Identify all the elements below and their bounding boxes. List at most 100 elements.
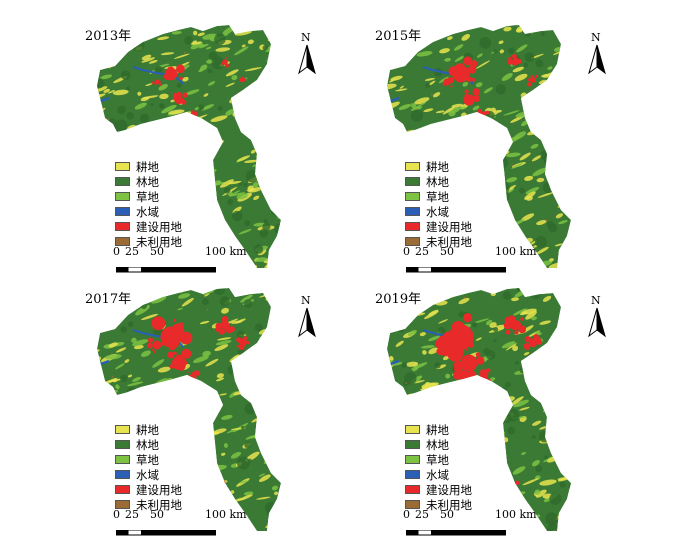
north-arrow-icon xyxy=(588,307,606,338)
scale-labels: 0 25 50 100 km xyxy=(113,508,247,521)
year-label: 2013年 xyxy=(85,29,132,44)
legend-item: 未利用地 xyxy=(115,234,182,249)
legend-item: 建设用地 xyxy=(405,482,472,497)
legend-label: 水域 xyxy=(136,467,159,482)
north-letter: N xyxy=(301,31,311,44)
legend-swatch xyxy=(405,440,420,449)
legend-label: 草地 xyxy=(136,452,159,467)
legend-label: 林地 xyxy=(426,437,449,452)
legend-swatch xyxy=(405,485,420,494)
scale-bar: 0 25 50 100 km xyxy=(403,245,537,277)
legend-swatch xyxy=(115,222,130,231)
scale-tick-label: 100 km xyxy=(205,245,247,258)
scale-bar-graphic xyxy=(115,266,217,273)
scale-tick-label: 100 km xyxy=(495,508,537,521)
legend-label: 未利用地 xyxy=(426,497,472,512)
legend-label: 耕地 xyxy=(136,159,159,174)
scale-tick-label: 0 xyxy=(403,508,410,521)
land-use-map xyxy=(387,288,571,531)
legend-label: 耕地 xyxy=(426,159,449,174)
legend-item: 草地 xyxy=(115,452,182,467)
scale-bar: 0 25 50 100 km xyxy=(113,245,247,277)
map-panel-1: 2013年 N 耕地 林地 草地 水域 建设用地 未利用地 0 25 50 100 km xyxy=(85,25,385,275)
scale-bar: 0 25 50 100 km xyxy=(113,508,247,540)
legend: 耕地 林地 草地 水域 建设用地 未利用地 xyxy=(405,159,472,249)
legend-label: 水域 xyxy=(136,204,159,219)
legend-item: 未利用地 xyxy=(405,234,472,249)
legend: 耕地 林地 草地 水域 建设用地 未利用地 xyxy=(405,422,472,512)
legend-swatch xyxy=(115,162,130,171)
legend-swatch xyxy=(405,470,420,479)
legend-label: 水域 xyxy=(426,467,449,482)
legend-swatch xyxy=(115,207,130,216)
north-letter: N xyxy=(301,294,311,307)
legend-label: 未利用地 xyxy=(136,234,182,249)
legend-swatch xyxy=(405,500,420,509)
legend-item: 耕地 xyxy=(115,422,182,437)
scale-tick-label: 50 xyxy=(440,508,454,521)
legend-swatch xyxy=(115,237,130,246)
legend-swatch xyxy=(115,440,130,449)
scale-tick-label: 50 xyxy=(150,508,164,521)
legend-item: 草地 xyxy=(115,189,182,204)
legend-label: 草地 xyxy=(426,452,449,467)
north-letter: N xyxy=(591,294,601,307)
legend-label: 草地 xyxy=(426,189,449,204)
north-arrow-icon xyxy=(298,307,316,338)
scale-bar-graphic xyxy=(405,266,507,273)
scale-tick-label: 25 xyxy=(125,245,139,258)
scale-tick-label: 25 xyxy=(415,508,429,521)
legend-item: 未利用地 xyxy=(115,497,182,512)
legend-label: 建设用地 xyxy=(136,219,182,234)
legend-item: 水域 xyxy=(405,204,472,219)
legend-swatch xyxy=(405,177,420,186)
legend-swatch xyxy=(115,485,130,494)
legend-swatch xyxy=(405,192,420,201)
year-label: 2015年 xyxy=(375,29,422,44)
map-panel-4: 2019年 N 耕地 林地 草地 水域 建设用地 未利用地 0 25 50 100 km xyxy=(375,288,675,538)
scale-tick-label: 100 km xyxy=(495,245,537,258)
legend-swatch xyxy=(405,222,420,231)
scale-tick-label: 25 xyxy=(125,508,139,521)
north-arrow: N xyxy=(585,31,609,77)
scale-tick-label: 25 xyxy=(415,245,429,258)
legend-swatch xyxy=(405,425,420,434)
north-letter: N xyxy=(591,31,601,44)
legend-swatch xyxy=(405,455,420,464)
north-arrow: N xyxy=(295,294,319,340)
scale-tick-label: 0 xyxy=(403,245,410,258)
legend-swatch xyxy=(115,455,130,464)
legend-item: 建设用地 xyxy=(115,482,182,497)
legend-item: 水域 xyxy=(115,467,182,482)
legend-item: 未利用地 xyxy=(405,497,472,512)
legend-swatch xyxy=(115,192,130,201)
legend-label: 林地 xyxy=(426,174,449,189)
map-panel-2: 2015年 N 耕地 林地 草地 水域 建设用地 未利用地 0 25 50 100 km xyxy=(375,25,675,275)
legend-swatch xyxy=(405,207,420,216)
scale-labels: 0 25 50 100 km xyxy=(403,508,537,521)
scale-bar-graphic xyxy=(115,529,217,536)
legend-label: 草地 xyxy=(136,189,159,204)
legend-label: 建设用地 xyxy=(426,482,472,497)
year-label: 2019年 xyxy=(375,292,422,307)
legend-swatch xyxy=(115,177,130,186)
year-label: 2017年 xyxy=(85,292,132,307)
legend-swatch xyxy=(405,237,420,246)
legend-item: 建设用地 xyxy=(115,219,182,234)
legend-item: 林地 xyxy=(405,174,472,189)
legend-item: 林地 xyxy=(115,437,182,452)
legend-item: 草地 xyxy=(405,189,472,204)
legend-label: 未利用地 xyxy=(136,497,182,512)
scale-tick-label: 0 xyxy=(113,508,120,521)
scale-tick-label: 50 xyxy=(150,245,164,258)
legend: 耕地 林地 草地 水域 建设用地 未利用地 xyxy=(115,159,182,249)
scale-labels: 0 25 50 100 km xyxy=(403,245,537,258)
scale-tick-label: 100 km xyxy=(205,508,247,521)
scale-tick-label: 50 xyxy=(440,245,454,258)
legend-swatch xyxy=(115,470,130,479)
legend-item: 耕地 xyxy=(405,422,472,437)
legend-label: 林地 xyxy=(136,437,159,452)
land-use-map xyxy=(97,288,281,531)
scale-tick-label: 0 xyxy=(113,245,120,258)
legend-item: 耕地 xyxy=(405,159,472,174)
